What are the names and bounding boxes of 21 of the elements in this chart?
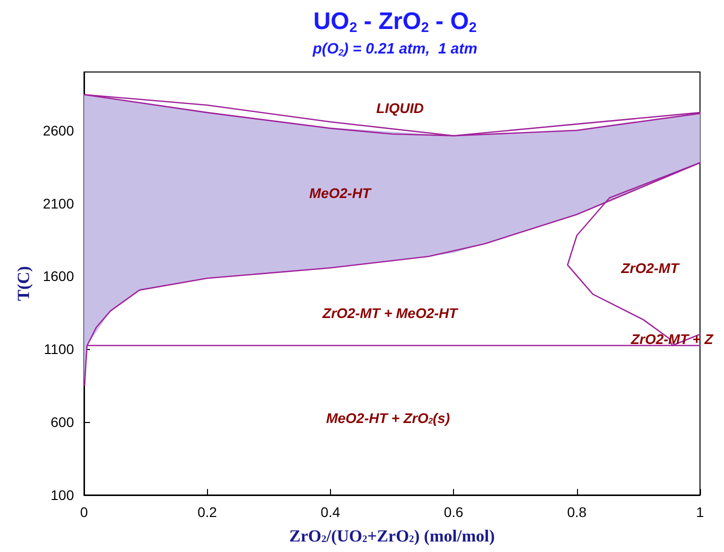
y-tick-label: 600 [50, 414, 74, 430]
x-tick-label: 0.8 [567, 504, 587, 520]
y-tick-label: 100 [50, 487, 74, 503]
annotation: LIQUID [376, 100, 424, 116]
annotation: ZrO2-MT [620, 260, 680, 276]
annotation: MeO2-HT + ZrO2(s) [326, 410, 450, 426]
annotation: ZrO2-MT + MeO2-HT [322, 305, 459, 321]
x-tick-label: 1 [696, 504, 704, 520]
x-tick-label: 0 [80, 504, 88, 520]
y-tick-label: 2100 [42, 195, 74, 212]
annotation: MeO2-HT [309, 185, 372, 201]
x-tick-label: 0.6 [444, 504, 464, 520]
x-axis-title: ZrO2/(UO2+ZrO2) (mol/mol) [289, 526, 495, 546]
x-tick-label: 0.2 [197, 504, 218, 520]
chart-subtitle: p(O2) = 0.21 atm, 1 atm [312, 40, 478, 58]
x-tick-label: 0.4 [320, 504, 340, 520]
y-tick-label: 2600 [42, 122, 74, 138]
y-axis-title: T(C) [14, 266, 33, 301]
y-tick-label: 1600 [42, 268, 74, 284]
chart-title: UO2 - ZrO2 - O2 [313, 8, 477, 35]
y-tick-label: 1100 [44, 341, 74, 358]
